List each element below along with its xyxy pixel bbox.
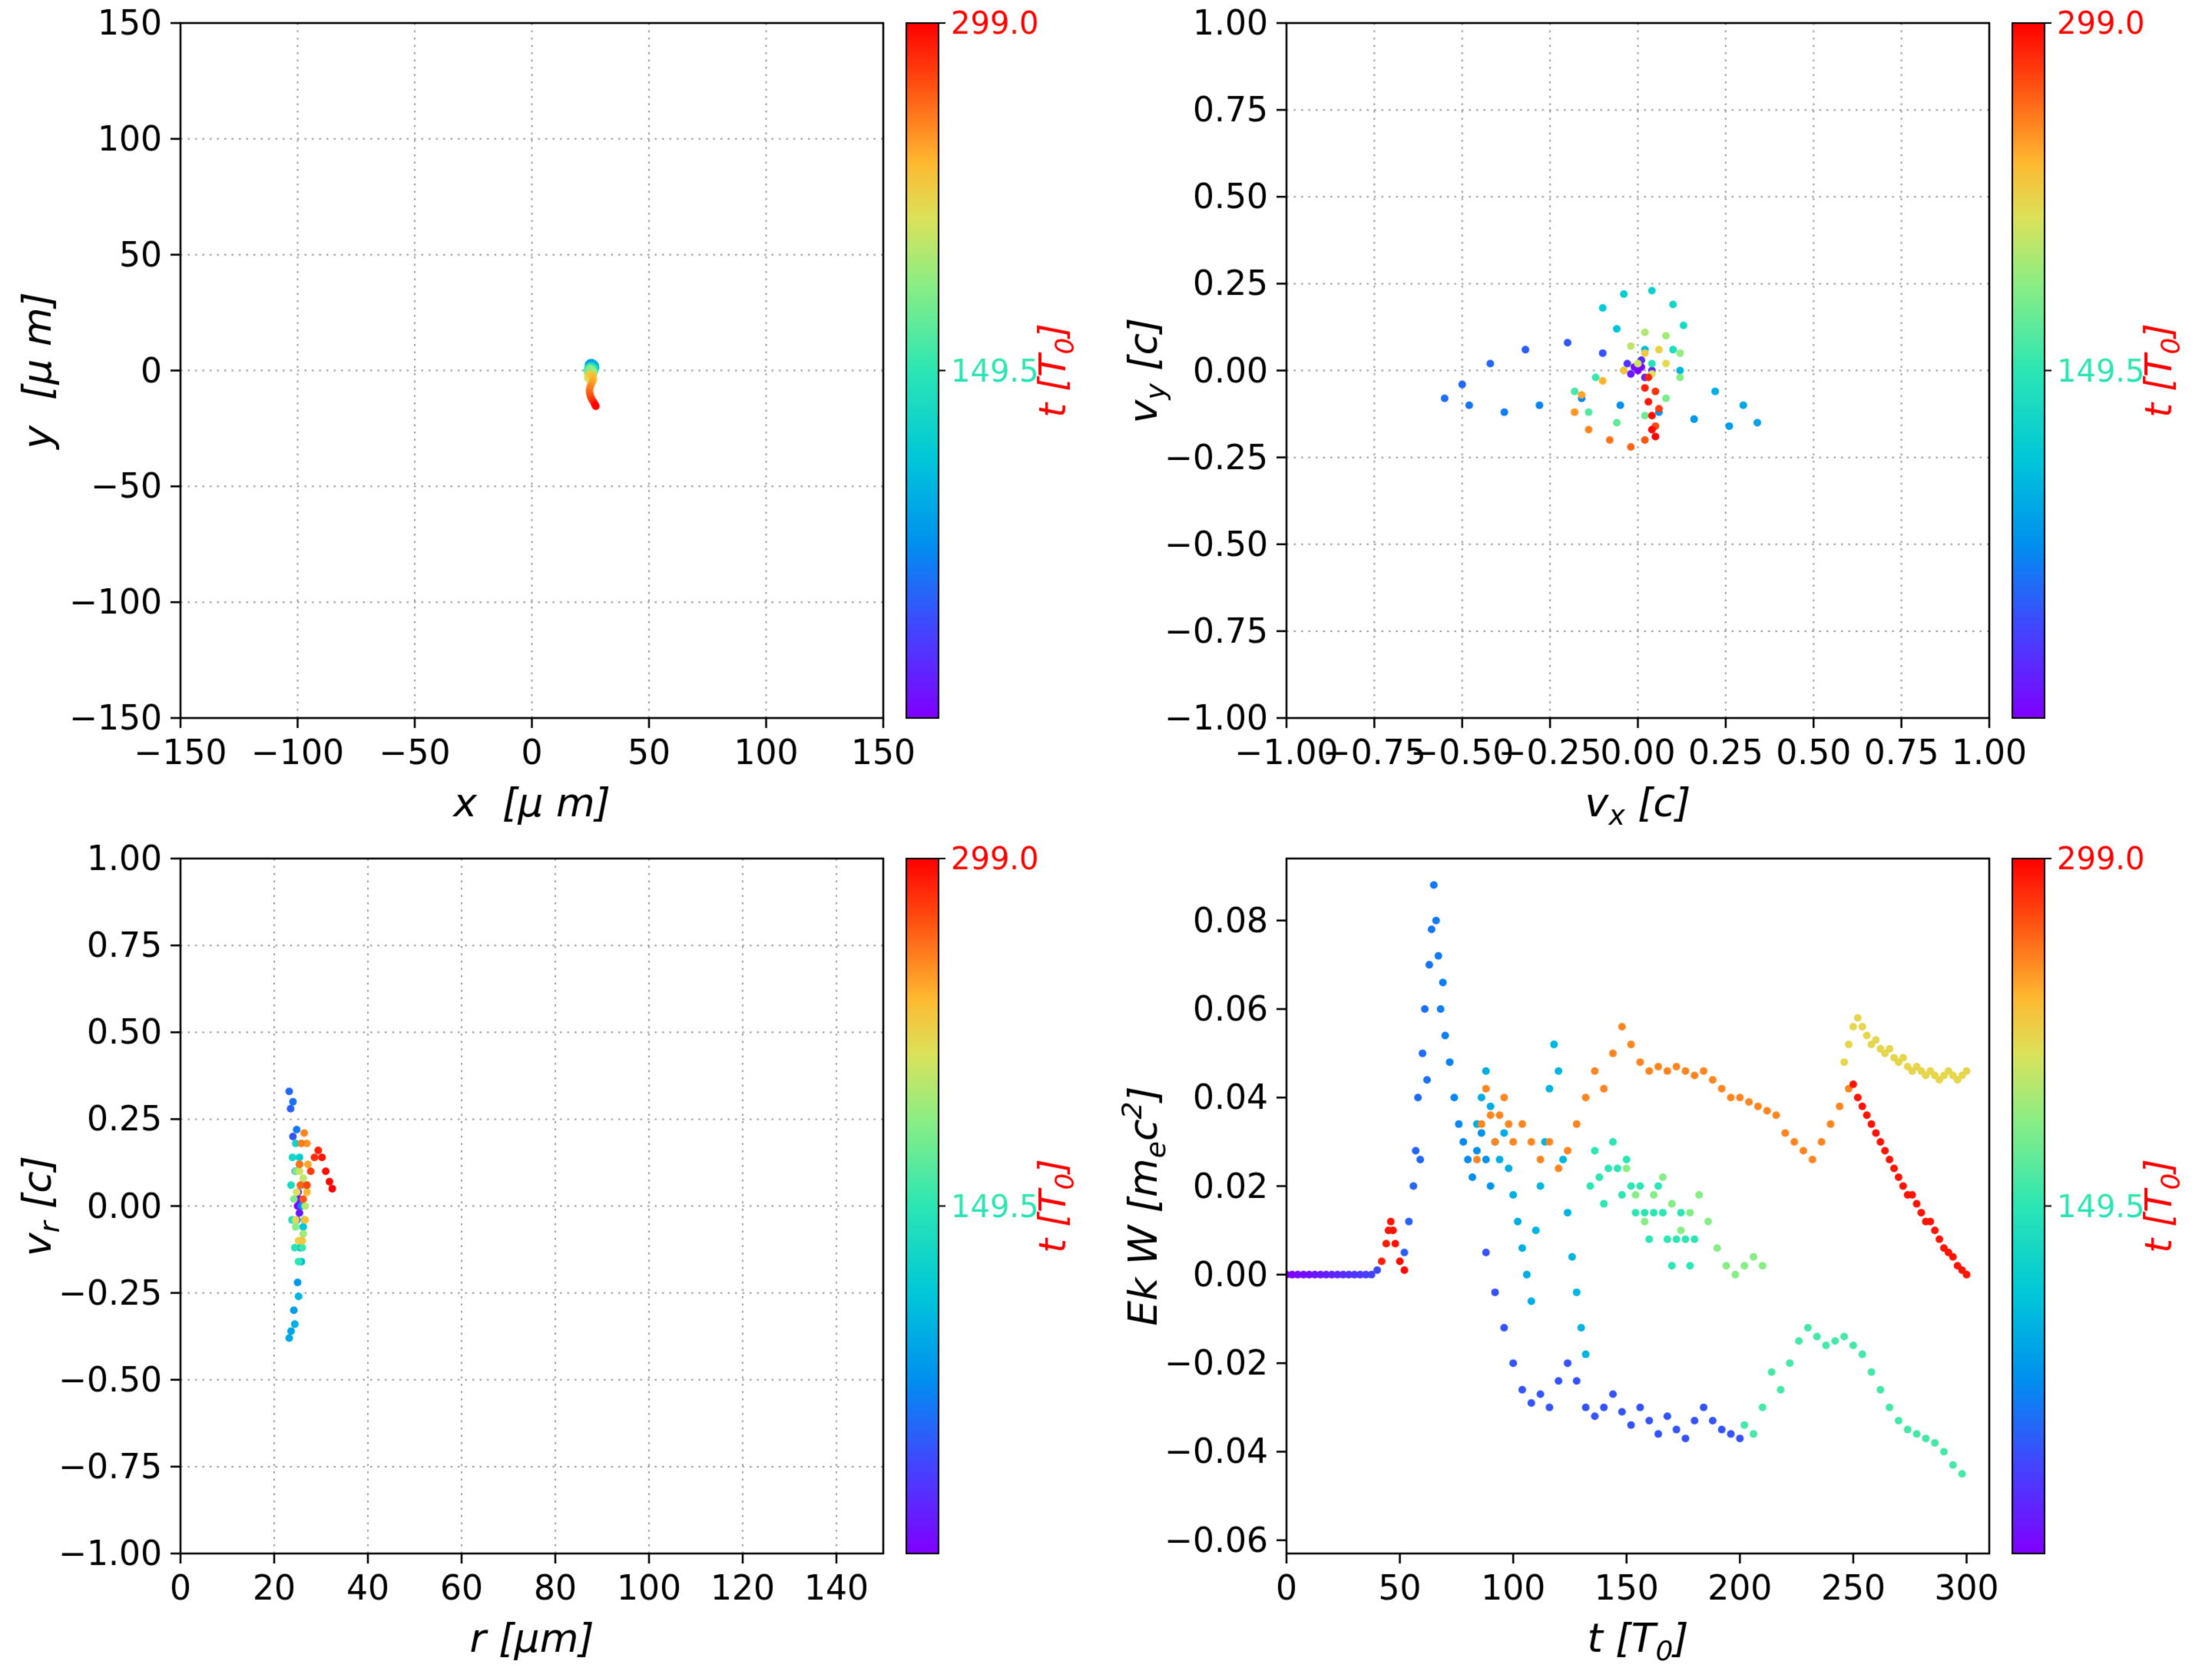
xy-trajectory-plot bbox=[0, 0, 1106, 836]
panel-xy-trajectory bbox=[0, 0, 1106, 836]
r-vr-plot bbox=[0, 836, 1106, 1671]
panel-velocity-space bbox=[1106, 0, 2212, 836]
panel-energy-vs-time bbox=[1106, 836, 2212, 1671]
energy-time-plot bbox=[1106, 836, 2212, 1671]
velocity-space-plot bbox=[1106, 0, 2212, 836]
panel-r-vr-space bbox=[0, 836, 1106, 1671]
